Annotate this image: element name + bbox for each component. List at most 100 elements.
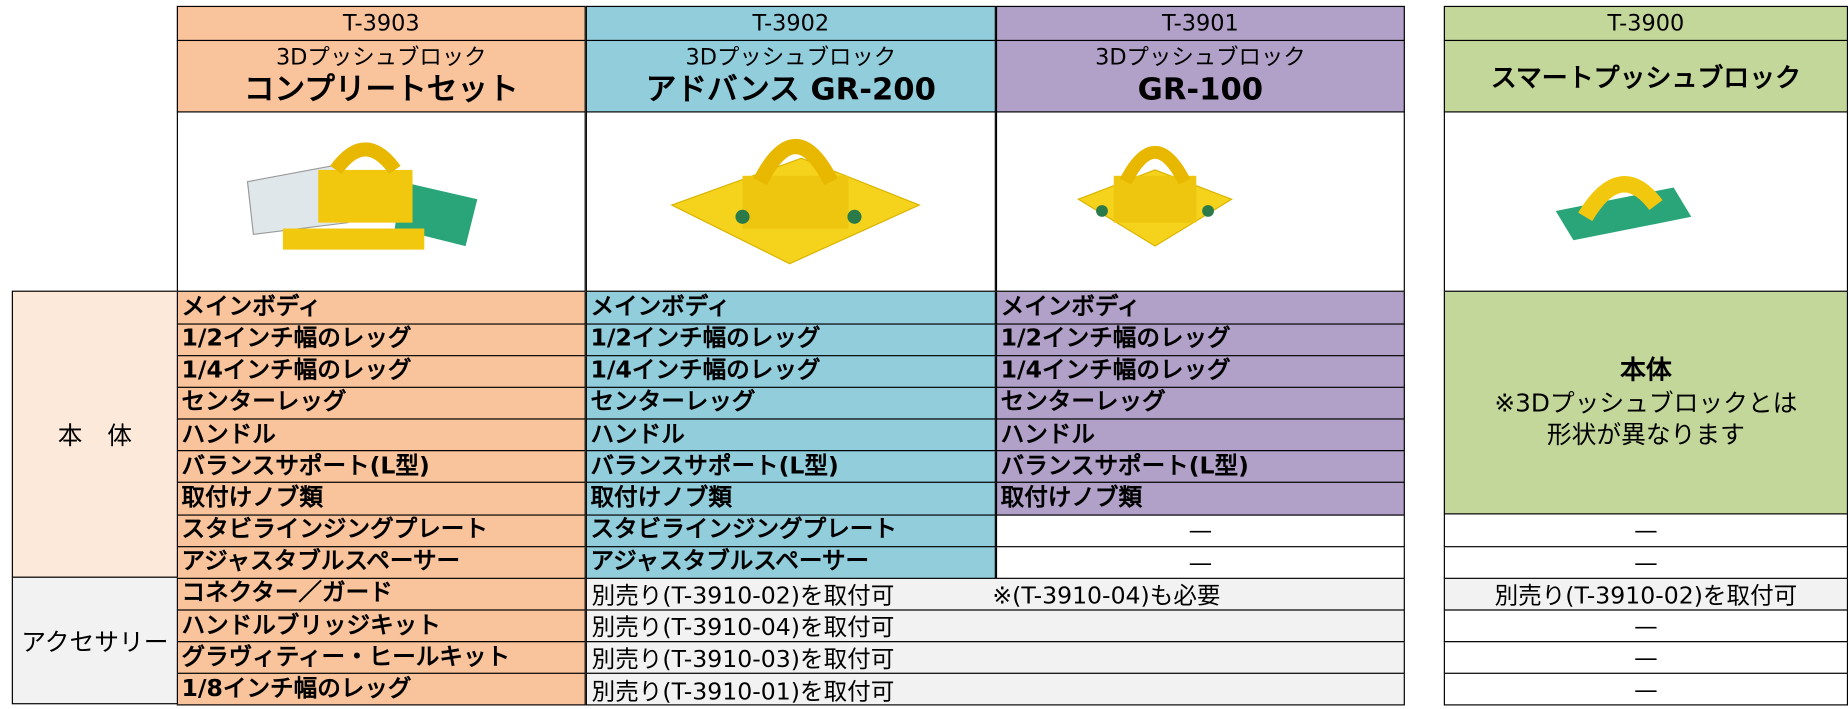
- item-cell: 1/4インチ幅のレッグ: [585, 354, 996, 388]
- item-cell: バランスサポート(L型): [585, 449, 996, 484]
- product-name: スマートプッシュブロック: [1490, 64, 1802, 94]
- item-text: 別売り(T-3910-02)を取付可: [1494, 581, 1798, 610]
- item-cell: ハンドル: [176, 417, 586, 452]
- item-text: センターレッグ: [181, 387, 347, 416]
- item-cell: 1/2インチ幅のレッグ: [176, 322, 586, 357]
- item-cell: 取付けノブ類: [176, 481, 586, 516]
- body-note: ※3Dプッシュブロックとは: [1494, 388, 1798, 417]
- body-note: 形状が異なります: [1546, 420, 1745, 449]
- item-text: —: [1634, 675, 1658, 704]
- item-text: 1/4インチ幅のレッグ: [590, 355, 821, 384]
- product-code: T-3900: [1443, 5, 1848, 42]
- item-cell: アジャスタブルスペーサー: [585, 545, 996, 579]
- item-cell: メインボディ: [995, 290, 1405, 325]
- product-code: T-3902: [752, 10, 830, 37]
- product-name: 3Dプッシュブロック アドバンス GR-200: [585, 39, 996, 113]
- item-cell: メインボディ: [585, 290, 996, 325]
- item-cell: —: [1443, 545, 1848, 579]
- item-cell: 1/2インチ幅のレッグ: [585, 322, 996, 357]
- item-cell: —: [1443, 672, 1848, 706]
- item-cell: —: [995, 513, 1405, 547]
- item-text: ハンドル: [181, 419, 276, 448]
- item-text: 1/2インチ幅のレッグ: [590, 323, 821, 352]
- item-cell: 別売り(T-3910-02)を取付可: [1443, 576, 1848, 611]
- product-name: スマートプッシュブロック: [1443, 39, 1848, 113]
- item-text: センターレッグ: [1000, 387, 1166, 416]
- product-image: [246, 142, 478, 250]
- merged-cell: 本体 ※3Dプッシュブロックとは 形状が異なります: [1443, 290, 1848, 515]
- shared-cell: 別売り(T-3910-02)を取付可 ※(T-3910-04)も必要: [585, 576, 1405, 611]
- item-cell: —: [995, 545, 1405, 579]
- item-cell: —: [1443, 513, 1848, 547]
- item-text: バランスサポート(L型): [1000, 450, 1249, 480]
- item-cell: —: [1443, 640, 1848, 675]
- item-text: —: [1634, 643, 1658, 672]
- shared-text: 別売り(T-3910-04)を取付可: [591, 613, 895, 642]
- item-cell: メインボディ: [176, 290, 586, 325]
- item-cell: 取付けノブ類: [585, 481, 996, 516]
- item-text: スタビラインジングプレート: [590, 514, 897, 543]
- item-cell: バランスサポート(L型): [176, 449, 586, 484]
- item-text: 取付けノブ類: [181, 482, 323, 511]
- item-text: —: [1634, 547, 1658, 576]
- shared-text: 別売り(T-3910-01)を取付可: [591, 676, 895, 706]
- item-text: バランスサポート(L型): [181, 450, 430, 480]
- item-text: 1/2インチ幅のレッグ: [181, 323, 412, 352]
- item-text: —: [1188, 547, 1213, 576]
- body-main: 本体: [1619, 355, 1672, 385]
- item-text: コネクター／ガード: [181, 578, 393, 607]
- product-code: T-3902: [585, 5, 996, 42]
- product-name: 3Dプッシュブロック コンプリートセット: [176, 39, 586, 113]
- item-cell: コネクター／ガード: [176, 576, 586, 611]
- item-cell: 1/4インチ幅のレッグ: [176, 354, 586, 388]
- product-code: T-3900: [1607, 10, 1685, 37]
- item-text: バランスサポート(L型): [590, 450, 839, 480]
- item-cell: 1/4インチ幅のレッグ: [995, 354, 1405, 388]
- item-cell: スタビラインジングプレート: [176, 513, 586, 547]
- shared-cell: 別売り(T-3910-03)を取付可: [585, 640, 1405, 675]
- item-text: 取付けノブ類: [590, 482, 732, 511]
- item-text: ハンドルブリッジキット: [181, 609, 441, 639]
- product-name: アドバンス GR-200: [645, 72, 936, 108]
- item-text: 1/4インチ幅のレッグ: [181, 355, 412, 384]
- item-cell: センターレッグ: [995, 386, 1405, 420]
- product-name: GR-100: [1137, 72, 1264, 108]
- item-cell: スタビラインジングプレート: [585, 513, 996, 547]
- item-cell: アジャスタブルスペーサー: [176, 545, 586, 579]
- item-cell: バランスサポート(L型): [995, 449, 1405, 484]
- item-text: 1/2インチ幅のレッグ: [1000, 323, 1231, 352]
- item-text: メインボディ: [1000, 291, 1141, 320]
- item-cell: センターレッグ: [176, 386, 586, 420]
- product-name: コンプリートセット: [243, 72, 519, 108]
- section-label: アクセサリー: [21, 627, 169, 656]
- item-text: スタビラインジングプレート: [181, 514, 488, 543]
- item-text: —: [1634, 611, 1658, 640]
- item-text: 取付けノブ類: [1000, 482, 1143, 511]
- item-text: アジャスタブルスペーサー: [590, 546, 870, 575]
- product-name: 3Dプッシュブロック GR-100: [995, 39, 1405, 113]
- item-text: —: [1188, 516, 1213, 545]
- product-subtitle: 3Dプッシュブロック: [275, 44, 487, 71]
- shared-text: 別売り(T-3910-03)を取付可: [591, 645, 895, 674]
- item-cell: ハンドル: [585, 417, 996, 452]
- shared-cell: 別売り(T-3910-04)を取付可: [585, 608, 1405, 643]
- item-text: グラヴィティー・ヒールキット: [181, 641, 511, 670]
- item-text: センターレッグ: [590, 387, 756, 416]
- item-cell: —: [1443, 608, 1848, 643]
- product-code: T-3903: [342, 10, 420, 37]
- shared-cell: 別売り(T-3910-01)を取付可: [585, 672, 1405, 706]
- product-code: T-3901: [995, 5, 1405, 42]
- item-text: メインボディ: [181, 291, 322, 320]
- item-cell: センターレッグ: [585, 386, 996, 420]
- section-label: アクセサリー: [11, 576, 178, 705]
- shared-text: 別売り(T-3910-02)を取付可: [591, 581, 895, 610]
- item-text: ハンドル: [590, 419, 685, 448]
- item-text: アジャスタブルスペーサー: [181, 546, 461, 575]
- product-image: [670, 138, 921, 265]
- section-label: 本 体: [11, 290, 178, 579]
- section-label: 本 体: [57, 421, 133, 450]
- item-text: 1/8インチ幅のレッグ: [181, 673, 412, 702]
- product-code: T-3903: [176, 5, 586, 42]
